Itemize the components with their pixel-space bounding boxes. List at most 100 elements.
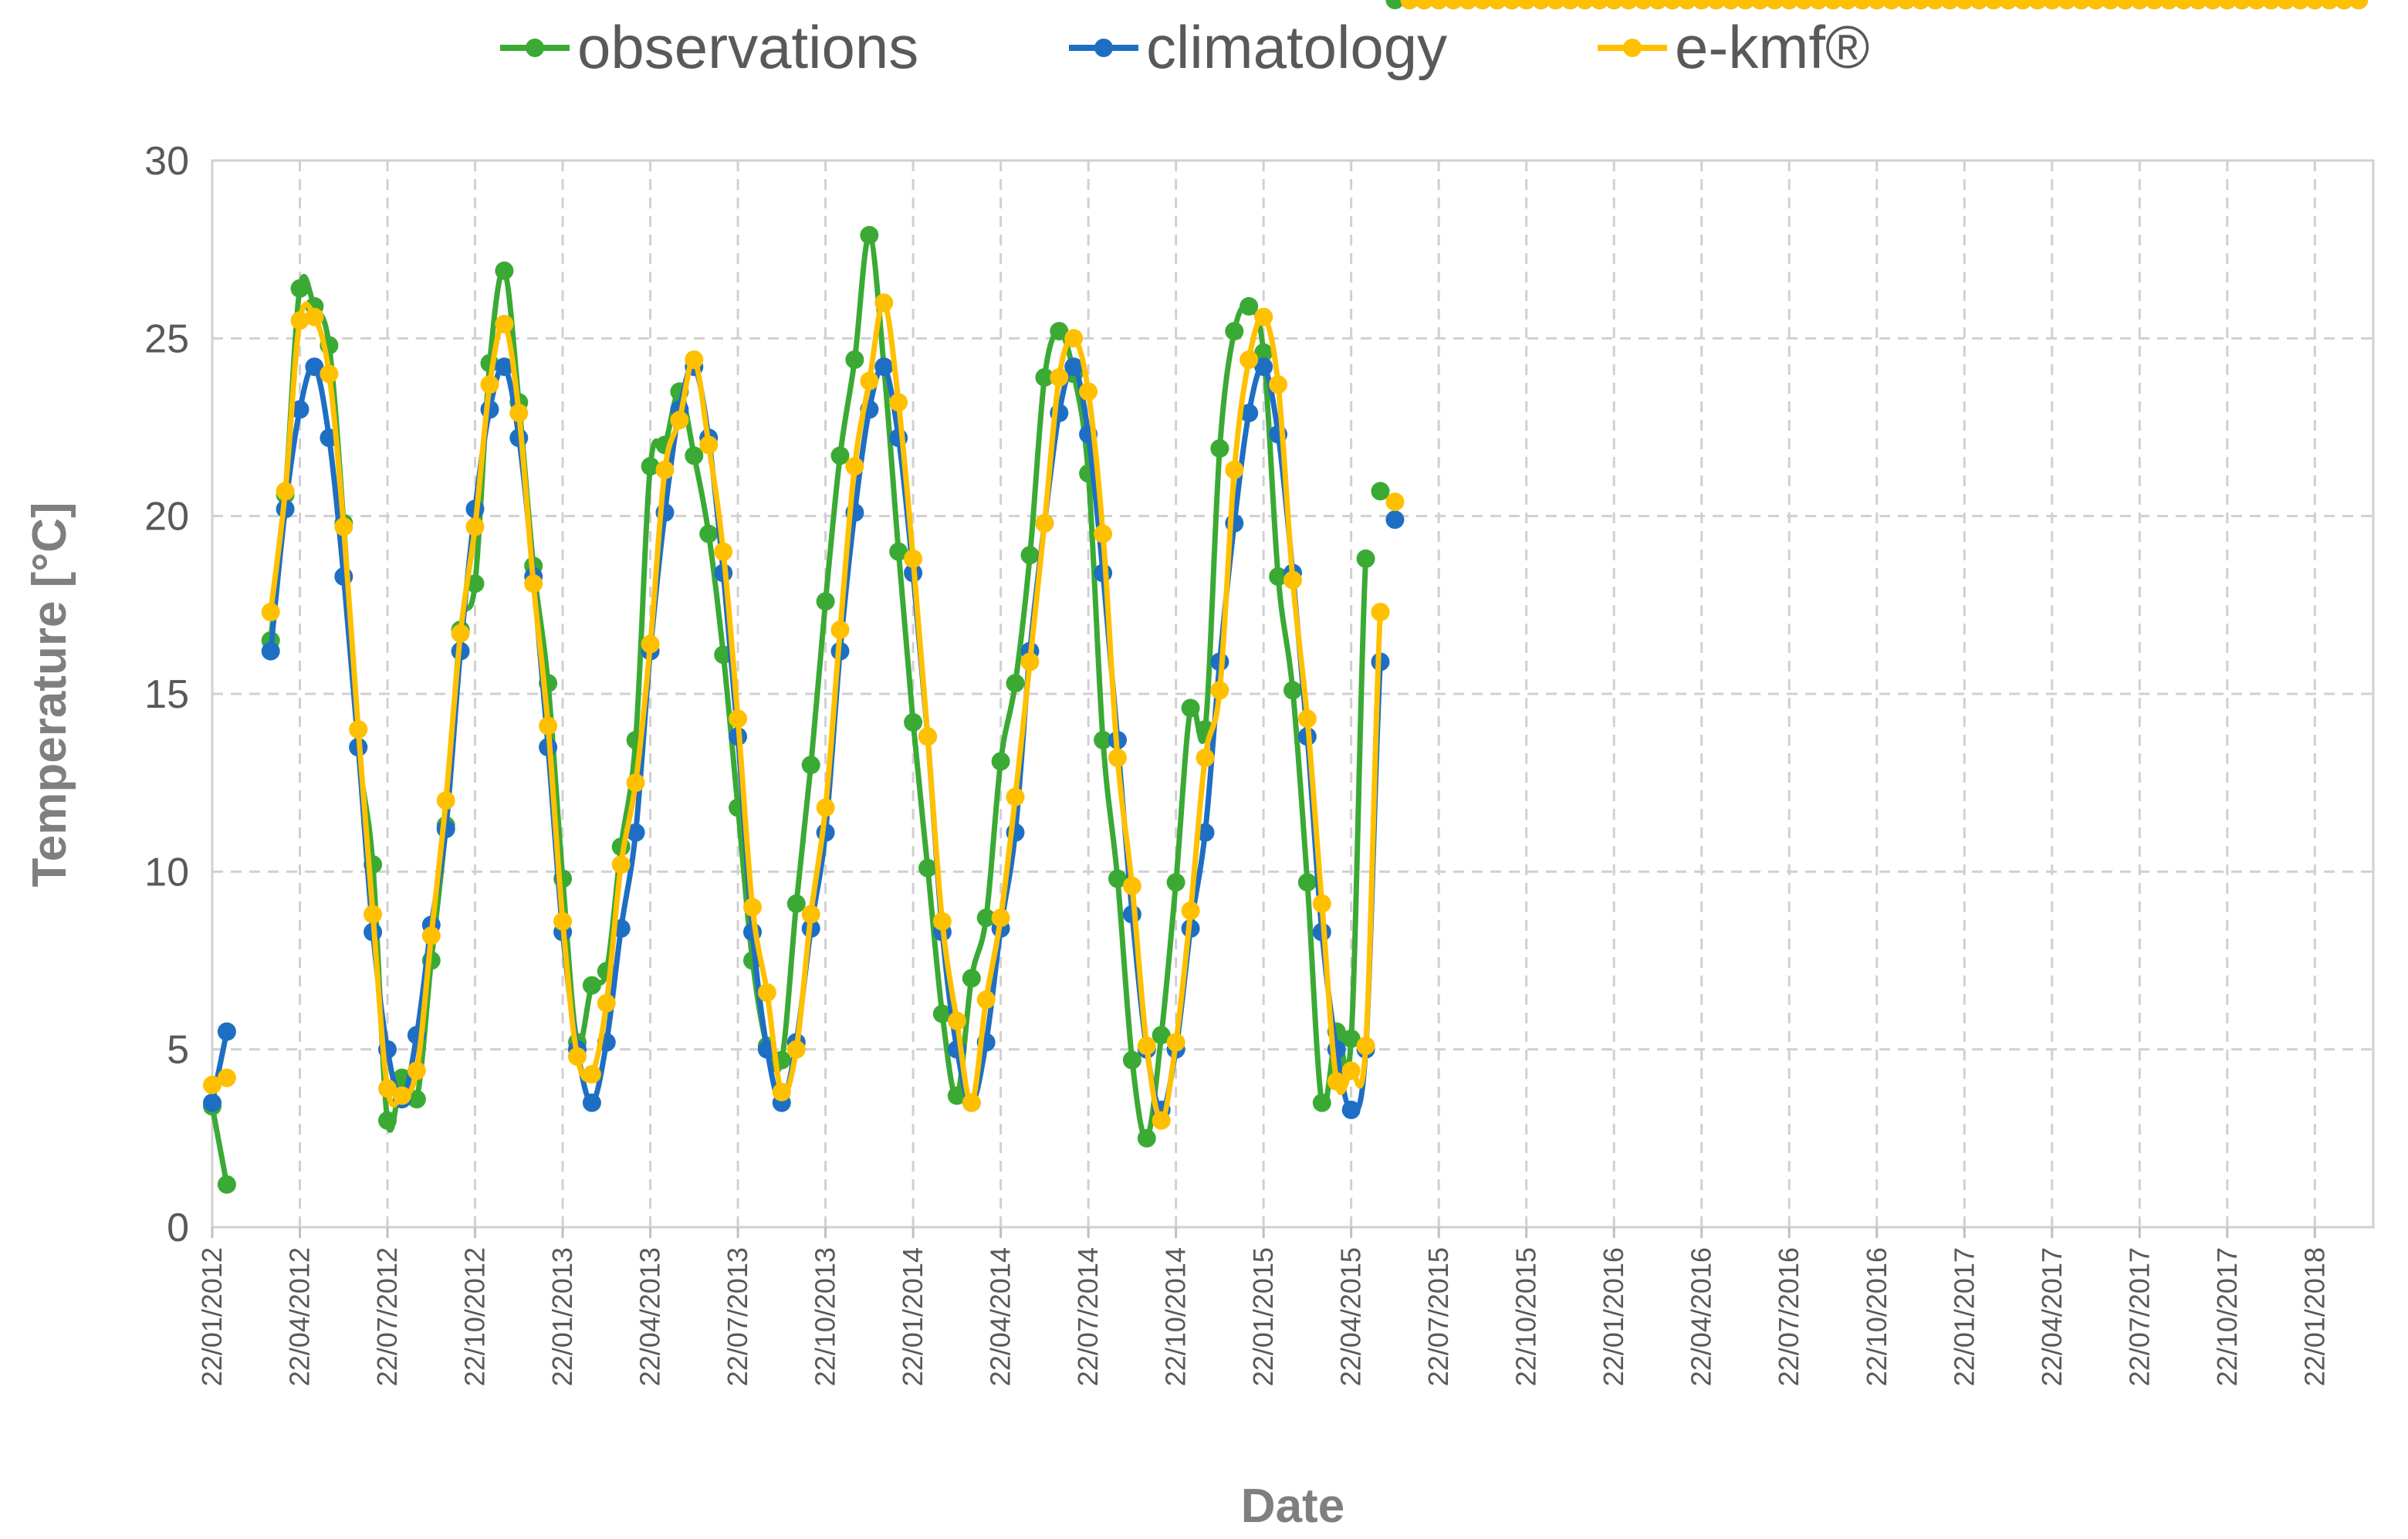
data-point-e-kmf[interactable]	[1955, 0, 1974, 9]
data-point-e-kmf[interactable]	[801, 905, 820, 924]
data-point-e-kmf[interactable]	[1064, 329, 1084, 348]
legend-item-observations[interactable]: observations	[500, 13, 918, 81]
data-point-e-kmf[interactable]	[364, 905, 383, 924]
data-point-e-kmf[interactable]	[1312, 894, 1331, 913]
data-point-e-kmf[interactable]	[1561, 0, 1580, 9]
data-point-e-kmf[interactable]	[772, 1082, 791, 1101]
data-point-e-kmf[interactable]	[1152, 1111, 1171, 1130]
data-point-climatology[interactable]	[1064, 357, 1084, 377]
data-point-e-kmf[interactable]	[918, 727, 937, 746]
data-point-e-kmf[interactable]	[1473, 0, 1492, 9]
data-point-e-kmf[interactable]	[1736, 0, 1755, 9]
data-point-observations[interactable]	[1152, 1026, 1171, 1045]
data-point-e-kmf[interactable]	[830, 621, 850, 640]
data-point-observations[interactable]	[1035, 368, 1054, 387]
data-point-e-kmf[interactable]	[305, 307, 324, 326]
data-point-e-kmf[interactable]	[1721, 0, 1740, 9]
data-point-e-kmf[interactable]	[2291, 0, 2310, 9]
data-point-e-kmf[interactable]	[641, 634, 660, 654]
data-point-e-kmf[interactable]	[1970, 0, 1989, 9]
data-point-e-kmf[interactable]	[407, 1061, 426, 1081]
data-point-observations[interactable]	[495, 261, 514, 280]
data-point-e-kmf[interactable]	[1094, 524, 1113, 543]
data-point-observations[interactable]	[1341, 1029, 1361, 1048]
data-point-observations[interactable]	[1094, 730, 1113, 749]
data-point-observations[interactable]	[1240, 296, 1259, 316]
legend-item-climatology[interactable]: climatology	[1069, 13, 1447, 81]
data-point-e-kmf[interactable]	[436, 791, 455, 810]
data-point-e-kmf[interactable]	[1649, 0, 1667, 9]
data-point-observations[interactable]	[918, 858, 937, 878]
data-point-e-kmf[interactable]	[729, 709, 748, 729]
data-point-climatology[interactable]	[290, 400, 309, 419]
data-point-e-kmf[interactable]	[947, 1011, 966, 1030]
data-point-observations[interactable]	[962, 969, 981, 988]
data-point-e-kmf[interactable]	[1006, 787, 1025, 807]
data-point-observations[interactable]	[801, 756, 820, 775]
data-point-e-kmf[interactable]	[1050, 368, 1069, 387]
data-point-e-kmf[interactable]	[392, 1086, 411, 1105]
data-point-e-kmf[interactable]	[1035, 513, 1054, 533]
data-point-observations[interactable]	[1166, 873, 1185, 892]
data-point-e-kmf[interactable]	[2276, 0, 2295, 9]
data-point-e-kmf[interactable]	[1400, 0, 1419, 9]
data-point-climatology[interactable]	[1385, 510, 1405, 529]
data-point-e-kmf[interactable]	[524, 574, 543, 594]
data-point-e-kmf[interactable]	[1341, 1061, 1361, 1081]
data-point-e-kmf[interactable]	[932, 912, 952, 931]
data-point-e-kmf[interactable]	[465, 517, 485, 536]
data-point-e-kmf[interactable]	[1254, 307, 1273, 326]
data-point-e-kmf[interactable]	[290, 311, 309, 330]
data-point-e-kmf[interactable]	[1283, 570, 1302, 590]
data-point-observations[interactable]	[991, 752, 1010, 771]
data-point-observations[interactable]	[889, 542, 908, 561]
data-point-observations[interactable]	[378, 1111, 397, 1130]
data-point-e-kmf[interactable]	[1020, 652, 1040, 671]
data-point-observations[interactable]	[1020, 546, 1040, 565]
data-point-e-kmf[interactable]	[889, 393, 908, 412]
data-point-observations[interactable]	[976, 908, 996, 928]
data-point-observations[interactable]	[1210, 439, 1229, 458]
data-point-e-kmf[interactable]	[451, 624, 470, 643]
data-point-e-kmf[interactable]	[1166, 1033, 1185, 1052]
data-point-e-kmf[interactable]	[1634, 0, 1653, 9]
data-point-e-kmf[interactable]	[1137, 1037, 1156, 1056]
data-point-e-kmf[interactable]	[539, 716, 558, 736]
data-point-e-kmf[interactable]	[670, 411, 689, 430]
data-point-e-kmf[interactable]	[1662, 0, 1682, 9]
data-point-e-kmf[interactable]	[743, 898, 762, 917]
data-point-climatology[interactable]	[305, 357, 324, 377]
data-point-observations[interactable]	[1137, 1128, 1156, 1148]
data-point-observations[interactable]	[904, 712, 923, 732]
data-point-e-kmf[interactable]	[714, 542, 733, 561]
data-point-e-kmf[interactable]	[1487, 0, 1507, 9]
data-point-e-kmf[interactable]	[2349, 0, 2369, 9]
data-point-e-kmf[interactable]	[1459, 0, 1477, 9]
data-point-e-kmf[interactable]	[1385, 492, 1405, 512]
data-point-observations[interactable]	[786, 894, 806, 913]
data-point-e-kmf[interactable]	[2101, 0, 2120, 9]
data-point-e-kmf[interactable]	[320, 364, 339, 384]
data-point-climatology[interactable]	[874, 357, 894, 377]
data-point-e-kmf[interactable]	[553, 912, 573, 931]
data-point-e-kmf[interactable]	[1531, 0, 1551, 9]
data-point-e-kmf[interactable]	[1692, 0, 1711, 9]
data-point-e-kmf[interactable]	[2042, 0, 2061, 9]
data-point-e-kmf[interactable]	[976, 990, 996, 1010]
data-point-e-kmf[interactable]	[1882, 0, 1901, 9]
data-point-e-kmf[interactable]	[904, 549, 923, 568]
data-point-e-kmf[interactable]	[1429, 0, 1449, 9]
data-point-e-kmf[interactable]	[378, 1079, 397, 1098]
data-point-observations[interactable]	[641, 457, 660, 476]
data-point-e-kmf[interactable]	[1809, 0, 1828, 9]
data-point-e-kmf[interactable]	[1780, 0, 1799, 9]
data-point-e-kmf[interactable]	[2159, 0, 2179, 9]
data-point-climatology[interactable]	[626, 823, 645, 842]
data-point-e-kmf[interactable]	[1356, 1037, 1375, 1056]
data-point-observations[interactable]	[699, 524, 719, 543]
data-point-e-kmf[interactable]	[2115, 0, 2135, 9]
data-point-e-kmf[interactable]	[2247, 0, 2266, 9]
data-point-observations[interactable]	[1050, 322, 1069, 341]
data-point-climatology[interactable]	[1240, 404, 1259, 423]
data-point-observations[interactable]	[1371, 482, 1390, 501]
